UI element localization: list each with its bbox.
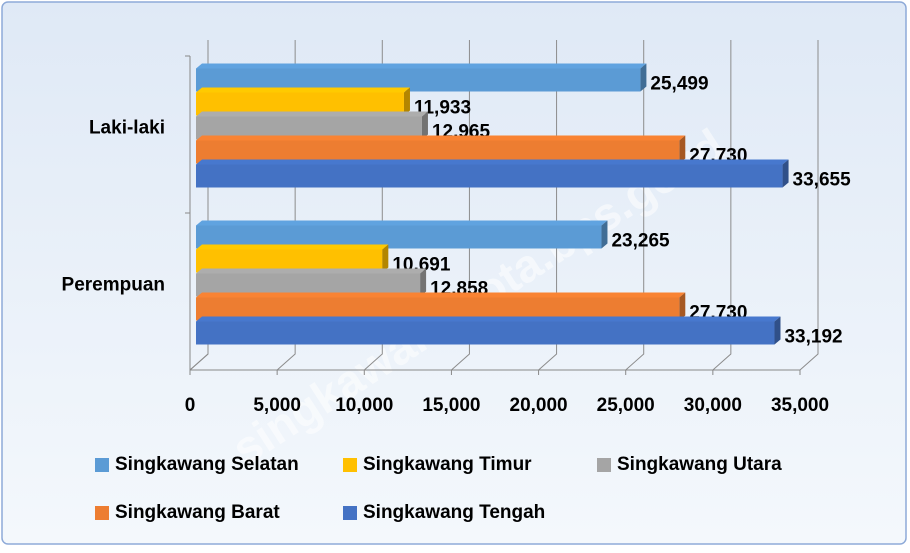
x-tick-label: 10,000 bbox=[335, 395, 393, 416]
x-tick-label: 5,000 bbox=[253, 395, 301, 416]
legend-swatch bbox=[95, 506, 109, 520]
bar bbox=[196, 116, 422, 140]
legend-label: Singkawang Selatan bbox=[115, 454, 299, 475]
bar bbox=[196, 164, 783, 188]
x-tick-label: 15,000 bbox=[422, 395, 480, 416]
bar-top bbox=[196, 87, 410, 93]
bar bbox=[196, 140, 680, 164]
bar-top bbox=[196, 111, 428, 117]
data-label: 33,192 bbox=[784, 327, 842, 348]
x-tick-label: 25,000 bbox=[597, 395, 655, 416]
y-tick-label: Laki-laki bbox=[89, 118, 165, 139]
bar-side bbox=[421, 111, 428, 140]
y-tick-label: Perempuan bbox=[62, 275, 165, 296]
bar-top bbox=[196, 268, 427, 274]
bar bbox=[196, 68, 641, 92]
bar-top bbox=[196, 316, 781, 322]
legend-label: Singkawang Timur bbox=[363, 454, 532, 475]
bar-side bbox=[420, 268, 427, 297]
legend-swatch bbox=[343, 458, 357, 472]
x-tick-label: 0 bbox=[185, 395, 196, 416]
bar bbox=[196, 249, 383, 273]
x-tick-label: 30,000 bbox=[684, 395, 742, 416]
bar-side bbox=[679, 292, 686, 321]
bar-top bbox=[196, 244, 389, 250]
legend-swatch bbox=[343, 506, 357, 520]
bar bbox=[196, 321, 775, 345]
data-label: 33,655 bbox=[793, 170, 852, 191]
legend-label: Singkawang Utara bbox=[617, 454, 782, 475]
legend-label: Singkawang Barat bbox=[115, 502, 280, 523]
data-label: 23,265 bbox=[611, 231, 670, 252]
bar-top bbox=[196, 292, 686, 298]
bar-side bbox=[601, 220, 608, 249]
bar bbox=[196, 225, 602, 249]
bar-side bbox=[679, 135, 686, 164]
legend-label: Singkawang Tengah bbox=[363, 502, 545, 523]
grid-line bbox=[799, 40, 819, 371]
x-tick-label: 35,000 bbox=[771, 395, 829, 416]
bar-side bbox=[640, 63, 647, 92]
data-label: 11,933 bbox=[414, 98, 471, 119]
legend-swatch bbox=[95, 458, 109, 472]
bar-side bbox=[403, 87, 410, 116]
bar-side bbox=[782, 159, 789, 188]
bar-top bbox=[196, 220, 608, 226]
grid-line bbox=[712, 40, 732, 371]
bar bbox=[196, 92, 404, 116]
bar bbox=[196, 273, 421, 297]
bar-top bbox=[196, 159, 789, 165]
legend-swatch bbox=[597, 458, 611, 472]
bar bbox=[196, 297, 680, 321]
bar-side bbox=[774, 316, 781, 345]
x-tick-label: 20,000 bbox=[510, 395, 568, 416]
bar-top bbox=[196, 63, 647, 69]
bar-top bbox=[196, 135, 686, 141]
data-label: 25,499 bbox=[650, 74, 708, 95]
bar-side bbox=[382, 244, 389, 273]
